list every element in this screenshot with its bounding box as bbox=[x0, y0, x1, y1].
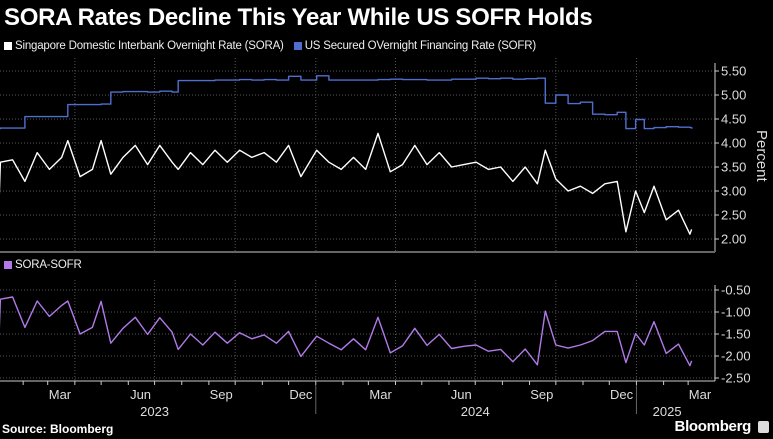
y-tick-label: 2.00 bbox=[721, 232, 746, 247]
y-tick-label: -2.50 bbox=[721, 371, 751, 386]
x-year-label: 2024 bbox=[461, 404, 490, 419]
sora-swatch bbox=[4, 42, 12, 50]
y-tick-label: 5.50 bbox=[721, 64, 746, 79]
y-axis-title: Percent bbox=[753, 130, 770, 183]
x-tick-label: Mar bbox=[49, 387, 72, 402]
x-year-label: 2023 bbox=[140, 404, 169, 419]
y-tick-label: 5.00 bbox=[721, 88, 746, 103]
x-tick-label: Sep bbox=[210, 387, 233, 402]
x-tick-label: Sep bbox=[530, 387, 553, 402]
legend-top: Singapore Domestic Interbank Overnight R… bbox=[4, 40, 536, 52]
source-note: Source: Bloomberg bbox=[2, 422, 114, 436]
x-tick-label: Dec bbox=[610, 387, 634, 402]
y-tick-label: 3.00 bbox=[721, 184, 746, 199]
x-tick-label: Jun bbox=[130, 387, 151, 402]
legend-sora: Singapore Domestic Interbank Overnight R… bbox=[15, 40, 284, 52]
y-tick-label: -0.50 bbox=[721, 283, 751, 298]
series-line-sora-sofr bbox=[0, 296, 693, 367]
diff-swatch bbox=[4, 261, 12, 269]
y-tick-label: -1.50 bbox=[721, 327, 751, 342]
y-tick-label: 4.00 bbox=[721, 136, 746, 151]
x-tick-label: Mar bbox=[689, 387, 712, 402]
legend-diff: SORA-SOFR bbox=[15, 259, 82, 271]
chart-title: SORA Rates Decline This Year While US SO… bbox=[4, 4, 593, 31]
series-line-sora bbox=[0, 132, 693, 235]
bloomberg-logo: Bloomberg bbox=[674, 418, 752, 435]
x-tick-label: Jun bbox=[451, 387, 472, 402]
bloomberg-icon bbox=[758, 421, 769, 433]
y-tick-label: 2.50 bbox=[721, 208, 746, 223]
series-line-sofr bbox=[0, 75, 693, 130]
y-tick-label: -1.00 bbox=[721, 305, 751, 320]
x-tick-label: Dec bbox=[289, 387, 313, 402]
y-tick-label: -2.00 bbox=[721, 349, 751, 364]
x-year-label: 2025 bbox=[653, 404, 682, 419]
y-tick-label: 3.50 bbox=[721, 160, 746, 175]
legend-sofr: US Secured OVernight Financing Rate (SOF… bbox=[304, 40, 536, 52]
y-tick-label: 4.50 bbox=[721, 112, 746, 127]
x-tick-label: Mar bbox=[369, 387, 392, 402]
legend-bottom: SORA-SOFR bbox=[4, 259, 82, 271]
sofr-swatch bbox=[293, 42, 302, 50]
